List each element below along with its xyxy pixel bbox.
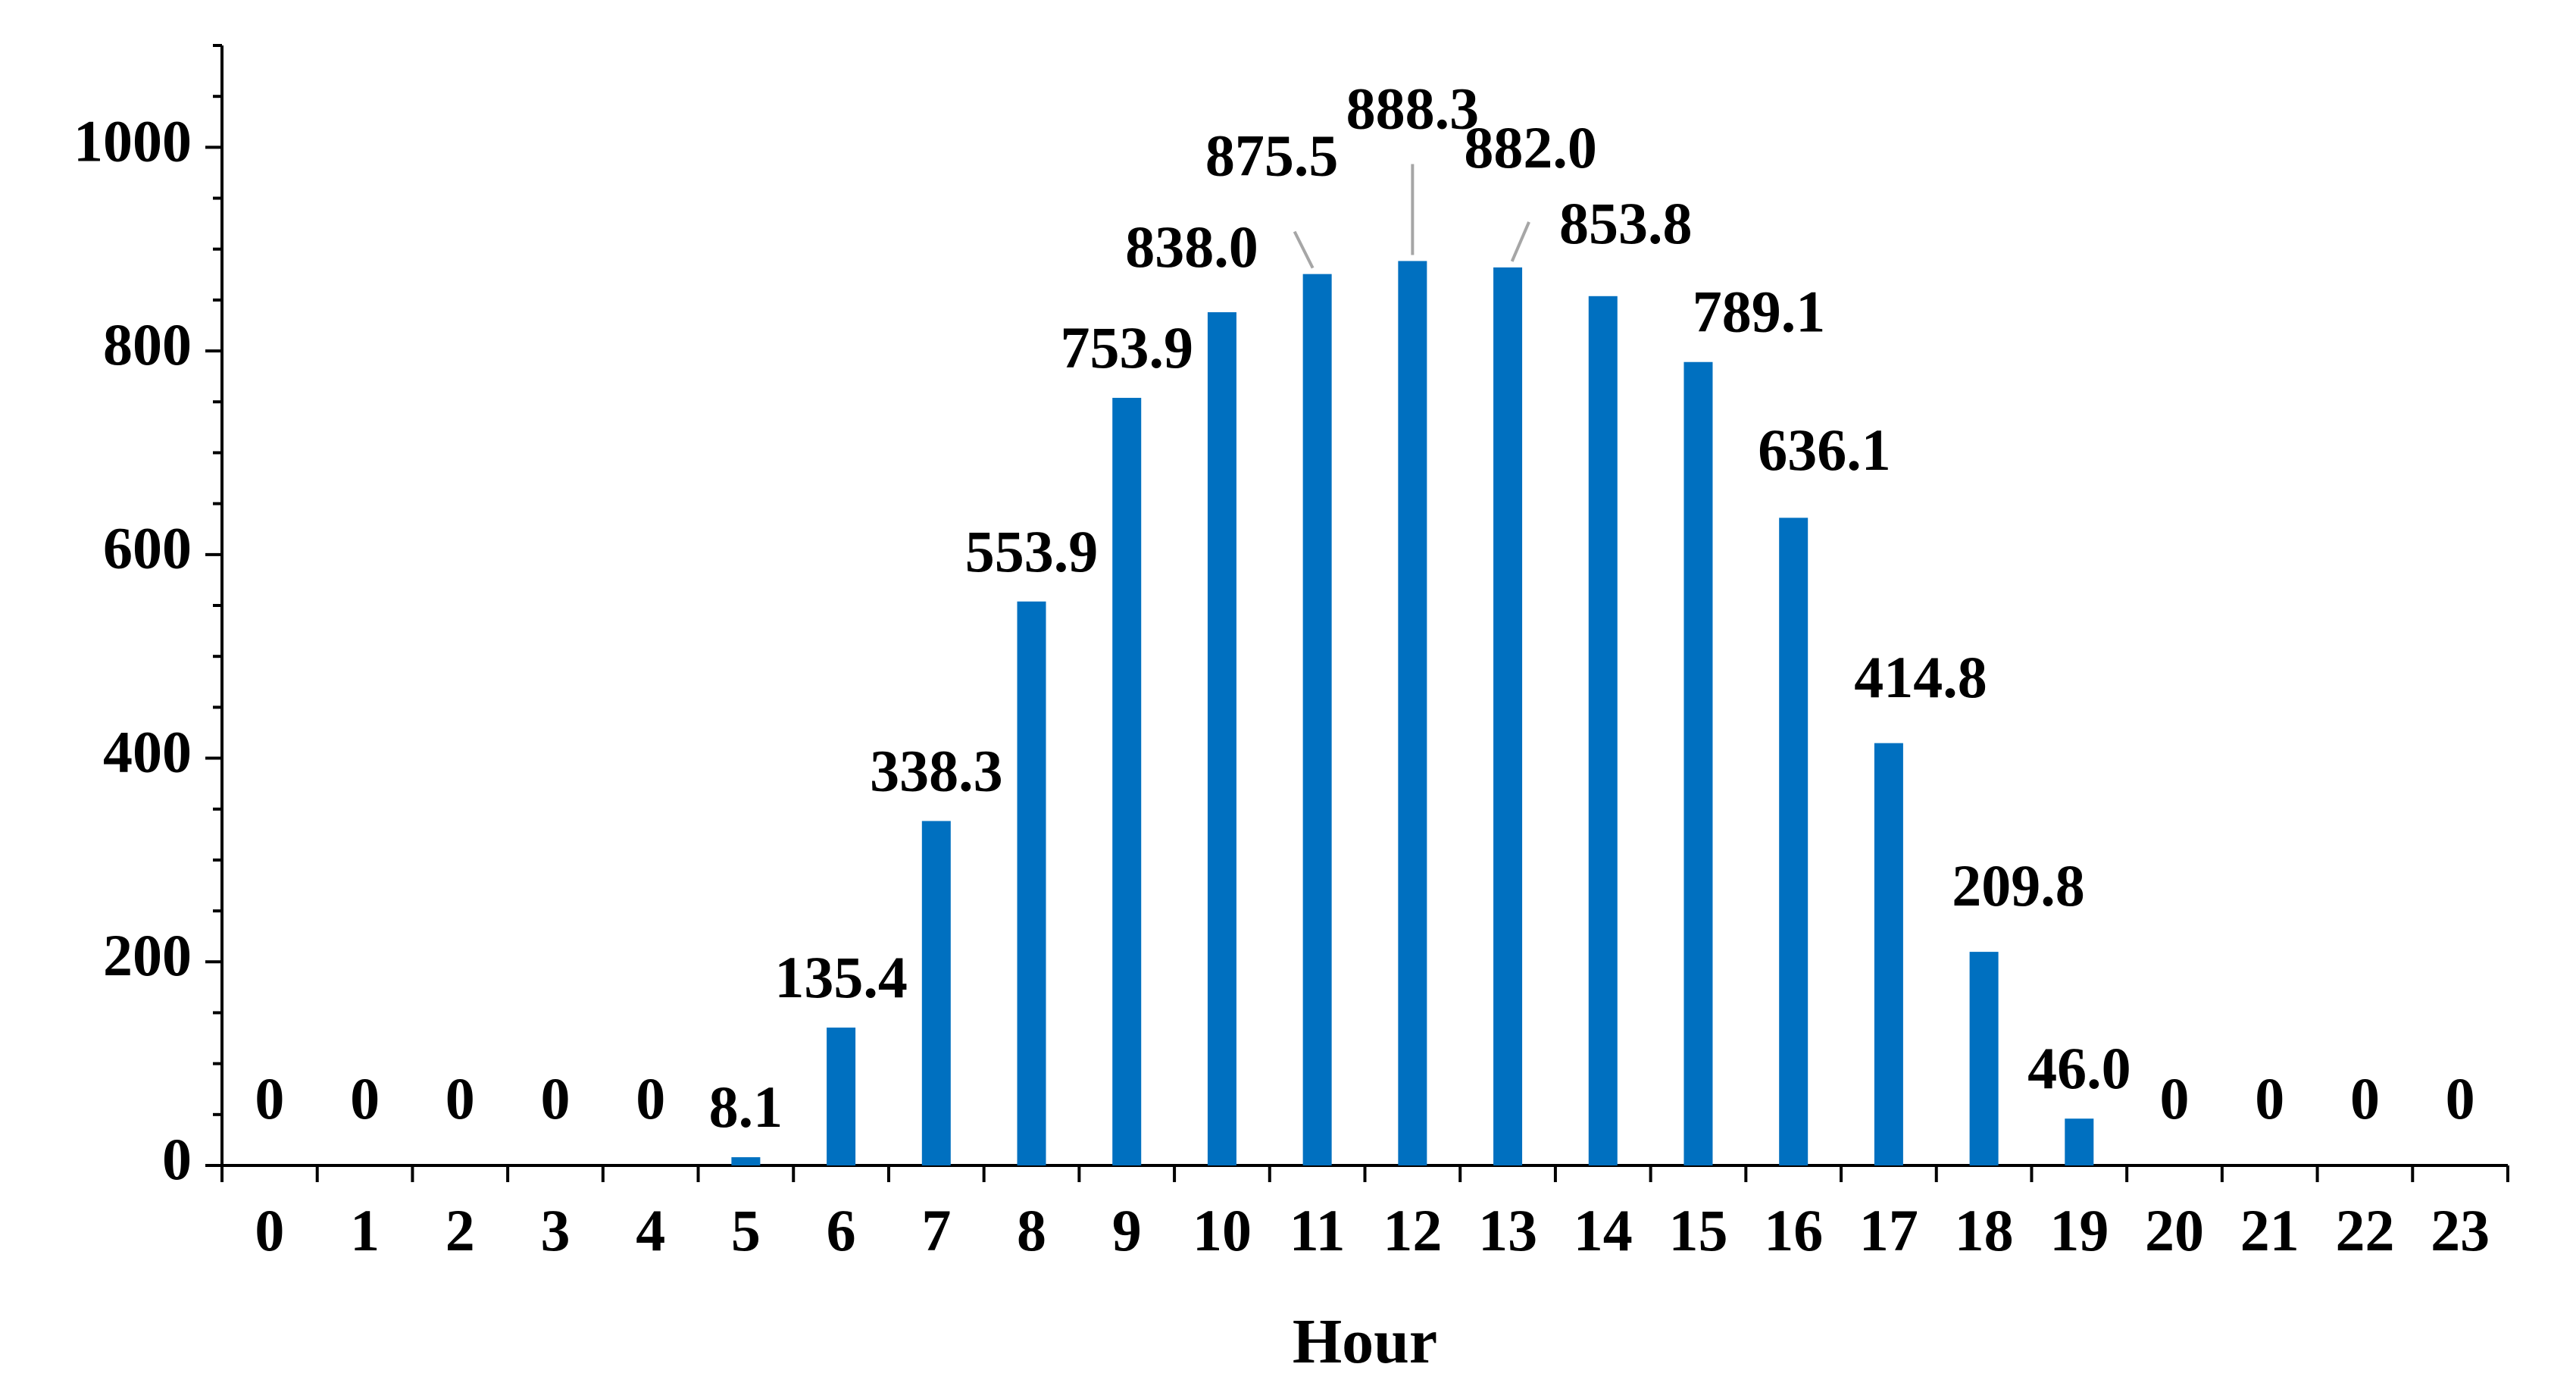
- bar: [1683, 361, 1713, 1165]
- x-axis-title: Hour: [1293, 1306, 1437, 1377]
- data-label: 553.9: [965, 518, 1099, 584]
- x-tick-label: 1: [350, 1197, 380, 1263]
- x-tick-label: 10: [1193, 1197, 1252, 1263]
- data-label: 0: [350, 1065, 380, 1131]
- bar: [921, 821, 951, 1165]
- bar: [1302, 274, 1332, 1165]
- x-tick-label: 6: [827, 1197, 856, 1263]
- bar: [1017, 601, 1046, 1165]
- data-label: 789.1: [1693, 279, 1826, 345]
- leader-lines: [1293, 164, 1530, 269]
- data-label: 0: [2446, 1065, 2475, 1131]
- y-tick-label: 800: [103, 311, 192, 377]
- data-label: 882.0: [1464, 114, 1597, 180]
- x-tick-label: 23: [2431, 1197, 2490, 1263]
- data-label: 338.3: [870, 737, 1003, 803]
- data-label: 8.1: [709, 1074, 783, 1140]
- y-tick-label: 400: [103, 718, 192, 784]
- data-labels: 0 0 0 0 0 8.1135.4338.3553.9753.9838.0875.588…: [255, 75, 2474, 1140]
- data-label: 853.8: [1559, 190, 1693, 256]
- bar: [1493, 267, 1523, 1165]
- x-tick-label: 18: [1955, 1197, 2014, 1263]
- data-label: 0: [2350, 1065, 2380, 1131]
- x-tick-label: 19: [2049, 1197, 2109, 1263]
- x-tick-label: 2: [445, 1197, 475, 1263]
- leader-line: [1293, 230, 1315, 269]
- data-label: 0: [2255, 1065, 2284, 1131]
- x-tick-label: 9: [1112, 1197, 1142, 1263]
- x-tick-label: 7: [921, 1197, 951, 1263]
- bar: [731, 1157, 761, 1165]
- bars: [731, 261, 2094, 1166]
- y-tick-label: 200: [103, 922, 192, 988]
- bar: [1874, 743, 1903, 1165]
- bar: [1779, 518, 1809, 1165]
- x-tick-label: 5: [731, 1197, 761, 1263]
- y-ticks: 0 200 400 600 800 1000: [73, 44, 222, 1192]
- data-label: 0: [445, 1065, 475, 1131]
- data-label: 209.8: [1952, 852, 2085, 918]
- x-tick-label: 12: [1383, 1197, 1442, 1263]
- x-ticks: 0 1 2 3 4 5 6 7 8 9 10 11 12 13 14 15 16 17 18 19 20 21 22 23: [220, 1165, 2509, 1263]
- bar: [2065, 1118, 2094, 1165]
- x-tick-label: 0: [255, 1197, 284, 1263]
- data-label: 838.0: [1125, 214, 1258, 280]
- x-tick-label: 21: [2240, 1197, 2299, 1263]
- data-label: 875.5: [1205, 123, 1339, 189]
- data-label: 46.0: [2027, 1035, 2131, 1101]
- data-label: 135.4: [774, 944, 908, 1010]
- leader-line: [1510, 221, 1530, 262]
- data-label: 0: [540, 1065, 570, 1131]
- y-tick-label: 0: [162, 1126, 192, 1192]
- x-tick-label: 11: [1290, 1197, 1346, 1263]
- bar: [1969, 952, 1999, 1165]
- x-tick-label: 20: [2145, 1197, 2204, 1263]
- bar: [1588, 296, 1618, 1166]
- data-label: 888.3: [1346, 75, 1480, 141]
- data-label: 414.8: [1854, 644, 1987, 710]
- y-tick-label: 1000: [73, 108, 192, 174]
- bar: [827, 1028, 856, 1165]
- x-tick-label: 22: [2335, 1197, 2394, 1263]
- data-label: 0: [255, 1065, 284, 1131]
- data-label: 636.1: [1758, 417, 1891, 483]
- bar: [1112, 398, 1142, 1165]
- x-tick-label: 3: [540, 1197, 570, 1263]
- x-tick-label: 14: [1574, 1197, 1633, 1263]
- x-tick-label: 15: [1668, 1197, 1727, 1263]
- bar: [1207, 312, 1236, 1165]
- data-label: 753.9: [1060, 314, 1193, 380]
- x-tick-label: 4: [636, 1197, 665, 1263]
- x-tick-label: 13: [1478, 1197, 1537, 1263]
- axes: [220, 45, 2508, 1167]
- x-tick-label: 17: [1859, 1197, 1918, 1263]
- x-tick-label: 16: [1764, 1197, 1823, 1263]
- data-label: 0: [2160, 1065, 2190, 1131]
- bar: [1398, 261, 1427, 1166]
- x-tick-label: 8: [1017, 1197, 1046, 1263]
- data-label: 0: [636, 1065, 665, 1131]
- y-tick-label: 600: [103, 515, 192, 581]
